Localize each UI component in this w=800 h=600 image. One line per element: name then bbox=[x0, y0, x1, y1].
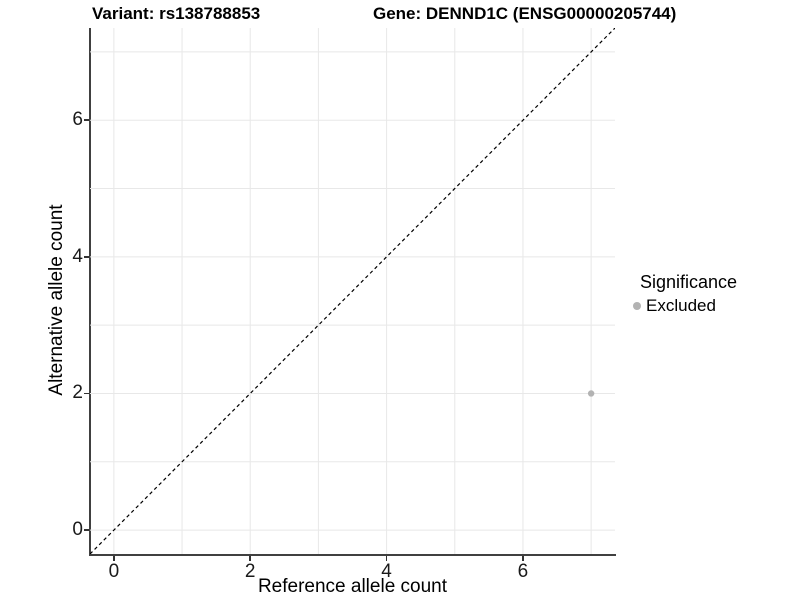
x-tick-mark bbox=[385, 556, 388, 561]
y-tick-mark bbox=[84, 392, 89, 395]
y-tick-mark bbox=[84, 256, 89, 258]
x-tick-label: 2 bbox=[244, 561, 256, 582]
identity-dashed-line bbox=[89, 27, 616, 555]
y-tick-mark bbox=[84, 119, 89, 121]
y-tick-mark bbox=[84, 529, 89, 531]
plot-area bbox=[89, 27, 616, 555]
x-tick-label: 6 bbox=[517, 561, 529, 582]
y-tick-label: 0 bbox=[72, 519, 83, 541]
y-axis-line bbox=[89, 28, 91, 556]
data-point[interactable] bbox=[587, 390, 595, 397]
y-tick-label: 2 bbox=[72, 382, 83, 404]
y-tick-label: 4 bbox=[72, 245, 83, 267]
plot-svg bbox=[89, 27, 616, 555]
x-tick-mark bbox=[113, 556, 115, 561]
x-tick-label: 4 bbox=[381, 561, 392, 582]
legend-item-label: Excluded bbox=[646, 296, 716, 315]
legend-title: Significance bbox=[640, 272, 738, 292]
legend: Significance Excluded bbox=[633, 272, 737, 316]
x-tick-label: 0 bbox=[108, 561, 120, 582]
y-tick-label: 6 bbox=[72, 109, 83, 131]
legend-item-excluded: Excluded bbox=[633, 296, 737, 316]
gene-title: Gene: DENND1C (ENSG00000205744) bbox=[373, 4, 677, 23]
x-tick-mark bbox=[249, 556, 251, 561]
x-axis-line bbox=[89, 554, 616, 556]
x-tick-mark bbox=[522, 556, 524, 561]
x-axis-title: Reference allele count bbox=[257, 576, 448, 597]
legend-key-dot bbox=[633, 302, 641, 310]
variant-title: Variant: rs138788853 bbox=[92, 4, 261, 23]
